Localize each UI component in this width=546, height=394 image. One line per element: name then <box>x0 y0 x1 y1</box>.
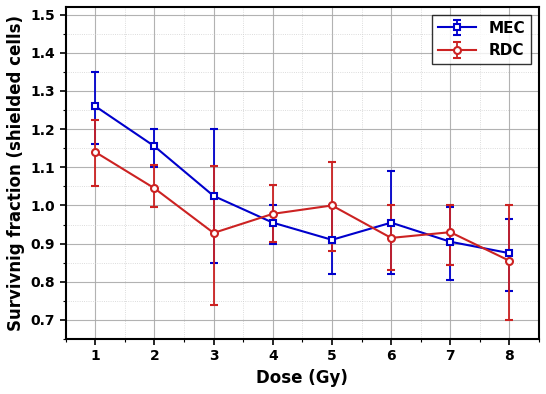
Legend: MEC, RDC: MEC, RDC <box>432 15 531 65</box>
X-axis label: Dose (Gy): Dose (Gy) <box>257 369 348 387</box>
Y-axis label: Survivnig fraction (shielded cells): Survivnig fraction (shielded cells) <box>7 15 25 331</box>
